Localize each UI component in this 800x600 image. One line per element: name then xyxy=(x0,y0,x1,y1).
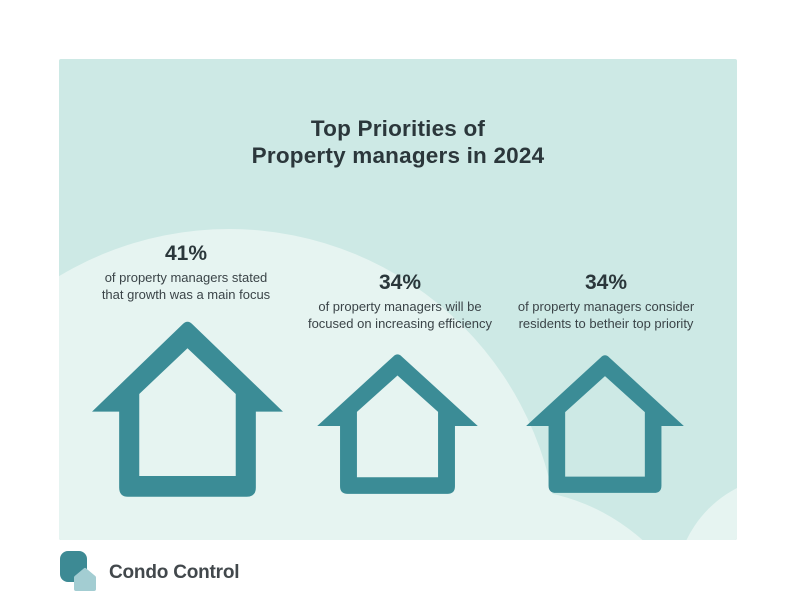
house-outline-icon xyxy=(92,321,283,497)
brand-logo: Condo Control xyxy=(60,551,240,594)
page-title-line-1: Top Priorities of xyxy=(310,116,486,141)
brand-name: Condo Control xyxy=(109,561,240,583)
infographic-card: Top Priorities of Property managers in 2… xyxy=(59,59,737,540)
house-icon-medium-left xyxy=(313,349,482,498)
stat-efficiency-description: of property managers will be focused on … xyxy=(285,298,515,332)
page-title-line-2: Property managers in 2024 xyxy=(251,143,545,168)
stat-residents-percentage: 34% xyxy=(584,271,628,294)
stat-growth: 41% of property managers stated that gro… xyxy=(76,242,296,303)
house-outline-icon xyxy=(317,354,478,494)
house-outline-icon xyxy=(526,355,684,493)
stat-efficiency-description-line-1: of property managers will be xyxy=(318,299,482,314)
house-icon-large xyxy=(87,315,288,502)
stat-residents: 34% of property managers consider reside… xyxy=(491,271,721,332)
condo-control-logo-icon xyxy=(60,551,96,591)
stat-growth-description: of property managers stated that growth … xyxy=(76,269,296,303)
stat-efficiency-percentage: 34% xyxy=(378,271,422,294)
house-icon-medium-right xyxy=(522,350,688,497)
page-title: Top Priorities of Property managers in 2… xyxy=(59,115,737,169)
stat-efficiency: 34% of property managers will be focused… xyxy=(285,271,515,332)
stat-residents-description: of property managers consider residents … xyxy=(491,298,721,332)
logo-house-silhouette-icon xyxy=(74,568,96,591)
stat-residents-description-line-1: of property managers consider xyxy=(517,299,695,314)
stat-growth-description-line-2: that growth was a main focus xyxy=(101,287,271,302)
stat-growth-percentage: 41% xyxy=(164,242,208,265)
stat-residents-description-line-2: residents to betheir top priority xyxy=(518,316,694,331)
stat-growth-description-line-1: of property managers stated xyxy=(104,270,268,285)
stat-efficiency-description-line-2: focused on increasing efficiency xyxy=(307,316,493,331)
